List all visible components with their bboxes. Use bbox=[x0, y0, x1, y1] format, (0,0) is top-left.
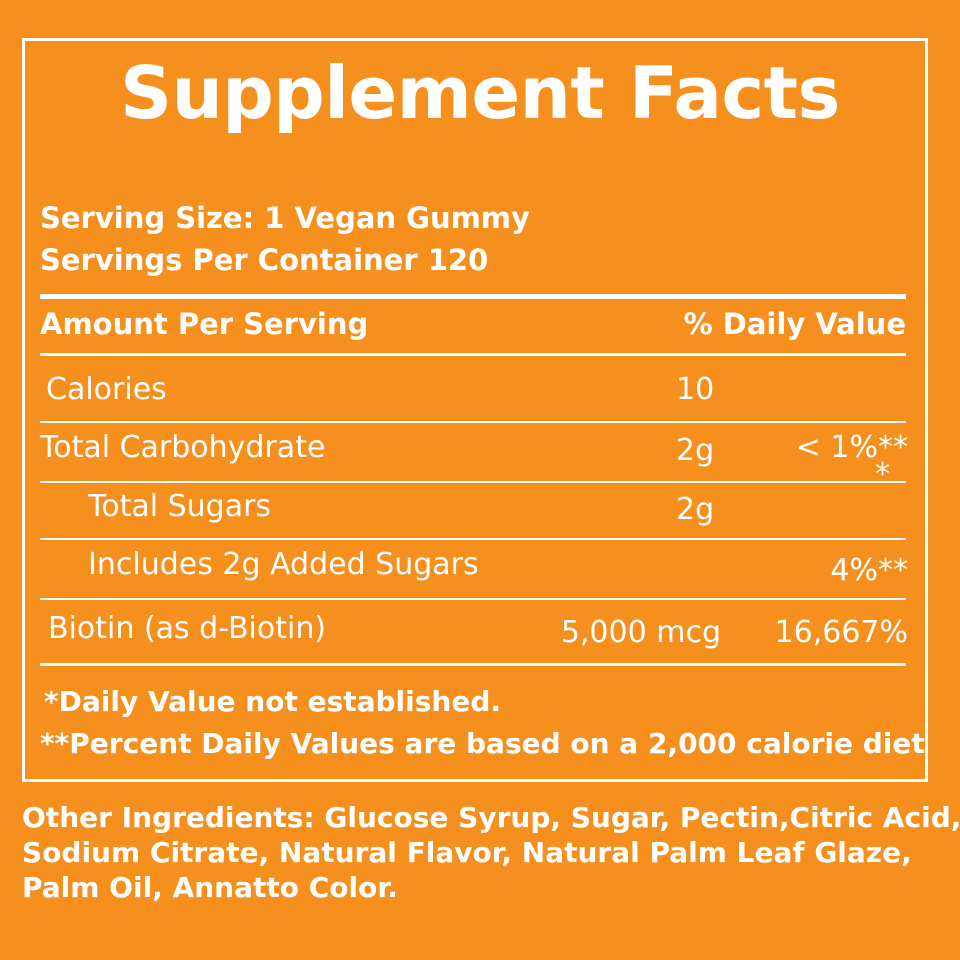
servings-per-container: Servings Per Container 120 bbox=[40, 243, 489, 277]
row-added-sugars-dv: 4%** bbox=[830, 553, 908, 588]
serving-size: Serving Size: 1 Vegan Gummy bbox=[40, 201, 530, 235]
row-total-carbohydrate-name: Total Carbohydrate bbox=[40, 430, 326, 465]
other-ingredients-line: Palm Oil, Annatto Color. bbox=[22, 871, 398, 904]
amount-per-serving-label: Amount Per Serving bbox=[40, 307, 369, 341]
row-divider bbox=[40, 421, 906, 423]
row-total-carbohydrate-dv: < 1%** bbox=[795, 430, 908, 465]
row-added-sugars-name: Includes 2g Added Sugars bbox=[88, 547, 479, 582]
footnote-daily-value: *Daily Value not established. bbox=[44, 685, 502, 718]
row-total-carbohydrate-dv-footnote-mark: * bbox=[875, 457, 890, 492]
other-ingredients: Other Ingredients: Glucose Syrup, Sugar,… bbox=[22, 800, 960, 905]
row-biotin-dv: 16,667% bbox=[774, 615, 908, 650]
other-ingredients-line: Sodium Citrate, Natural Flavor, Natural … bbox=[22, 836, 912, 869]
row-divider bbox=[40, 598, 906, 600]
row-divider bbox=[40, 538, 906, 540]
daily-value-label: % Daily Value bbox=[683, 307, 906, 341]
row-calories-name: Calories bbox=[46, 372, 167, 407]
row-biotin-name: Biotin (as d-Biotin) bbox=[48, 611, 327, 646]
panel-title: Supplement Facts bbox=[120, 51, 840, 135]
footnote-percent-daily-values: **Percent Daily Values are based on a 2,… bbox=[40, 727, 925, 760]
row-divider bbox=[40, 481, 906, 483]
table-bottom-rule bbox=[40, 663, 906, 666]
row-total-carbohydrate-amount: 2g bbox=[676, 433, 715, 468]
row-total-sugars-amount: 2g bbox=[676, 492, 715, 527]
header-top-rule bbox=[40, 294, 906, 299]
row-total-sugars-name: Total Sugars bbox=[88, 489, 272, 524]
supplement-facts-panel bbox=[22, 38, 928, 782]
row-biotin-amount: 5,000 mcg bbox=[560, 615, 721, 650]
header-bottom-rule bbox=[40, 353, 906, 356]
row-calories-amount: 10 bbox=[676, 372, 715, 407]
other-ingredients-line: Other Ingredients: Glucose Syrup, Sugar,… bbox=[22, 801, 960, 834]
